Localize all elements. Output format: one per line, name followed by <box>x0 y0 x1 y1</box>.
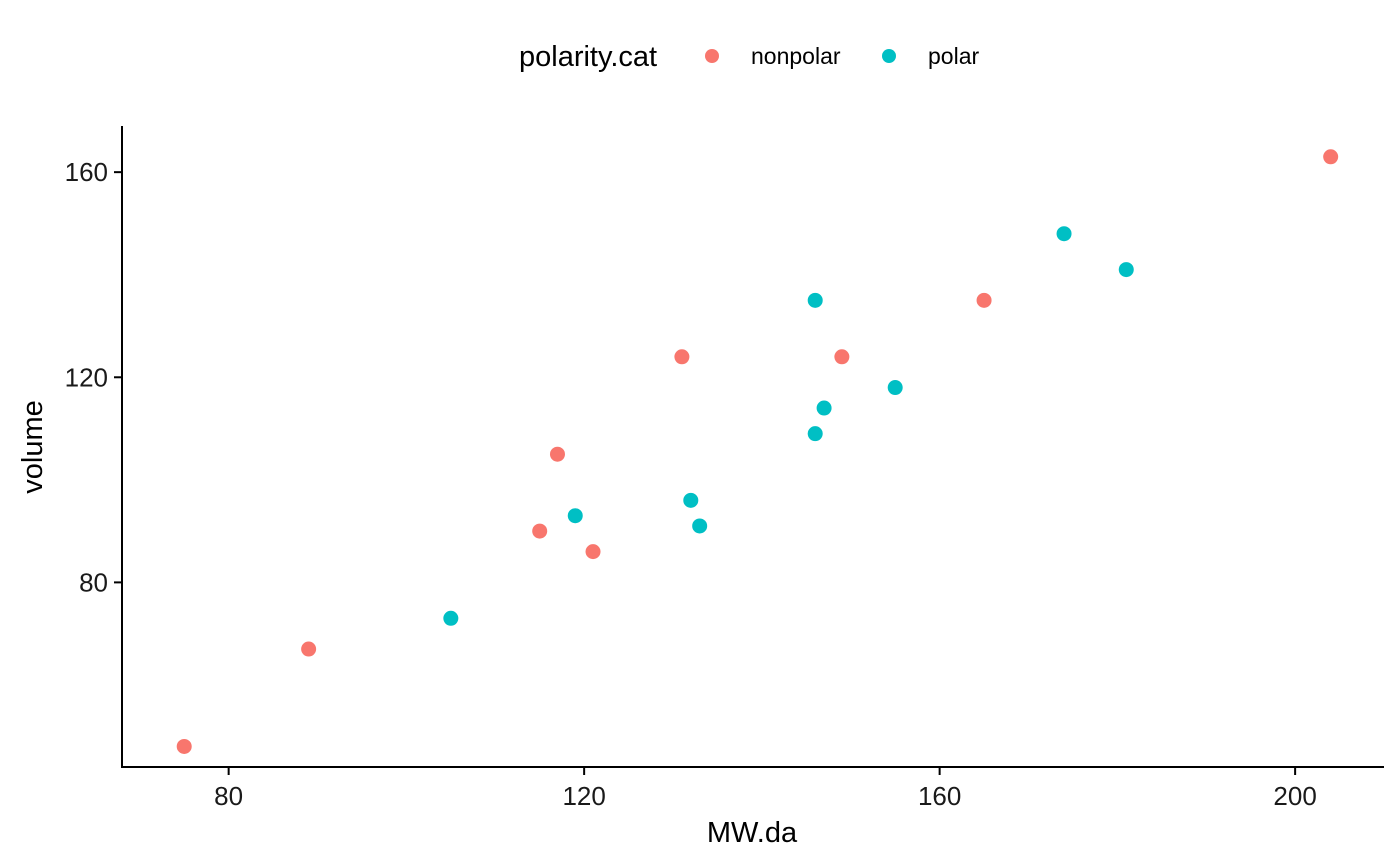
point-nonpolar-4 <box>585 544 601 560</box>
point-nonpolar-3 <box>549 446 565 462</box>
data-points <box>176 149 1339 754</box>
x-tick-label-120: 120 <box>562 781 605 811</box>
point-polar-6 <box>816 400 832 416</box>
point-nonpolar-8 <box>1323 149 1339 165</box>
point-nonpolar-7 <box>976 292 992 308</box>
legend-label-nonpolar: nonpolar <box>751 43 841 69</box>
x-tick-label-200: 200 <box>1273 781 1316 811</box>
point-polar-1 <box>567 508 583 524</box>
legend-label-polar: polar <box>928 43 979 69</box>
point-nonpolar-5 <box>674 349 690 365</box>
point-polar-8 <box>1056 226 1072 242</box>
x-tick-label-160: 160 <box>918 781 961 811</box>
point-polar-5 <box>807 426 823 442</box>
y-tick-label-160: 160 <box>65 157 108 187</box>
y-tick-label-120: 120 <box>65 362 108 392</box>
x-axis-title: MW.da <box>707 817 798 849</box>
point-nonpolar-0 <box>176 738 192 754</box>
legend: polarity.cat nonpolar polar <box>519 41 979 73</box>
point-polar-4 <box>807 292 823 308</box>
point-polar-9 <box>1118 262 1134 278</box>
x-tick-label-80: 80 <box>214 781 243 811</box>
legend-title: polarity.cat <box>519 41 657 73</box>
point-polar-2 <box>683 492 699 508</box>
y-axis-ticks: 80 120 160 <box>65 157 122 597</box>
x-axis-ticks: 80 120 160 200 <box>214 767 1317 811</box>
legend-marker-polar <box>882 49 896 63</box>
point-nonpolar-1 <box>301 641 317 657</box>
point-polar-7 <box>887 380 903 396</box>
point-polar-0 <box>443 610 459 626</box>
point-nonpolar-2 <box>532 523 548 539</box>
legend-marker-nonpolar <box>705 49 719 63</box>
point-polar-3 <box>692 518 708 534</box>
y-tick-label-80: 80 <box>79 567 108 597</box>
y-axis-title: volume <box>17 400 49 494</box>
point-nonpolar-6 <box>834 349 850 365</box>
